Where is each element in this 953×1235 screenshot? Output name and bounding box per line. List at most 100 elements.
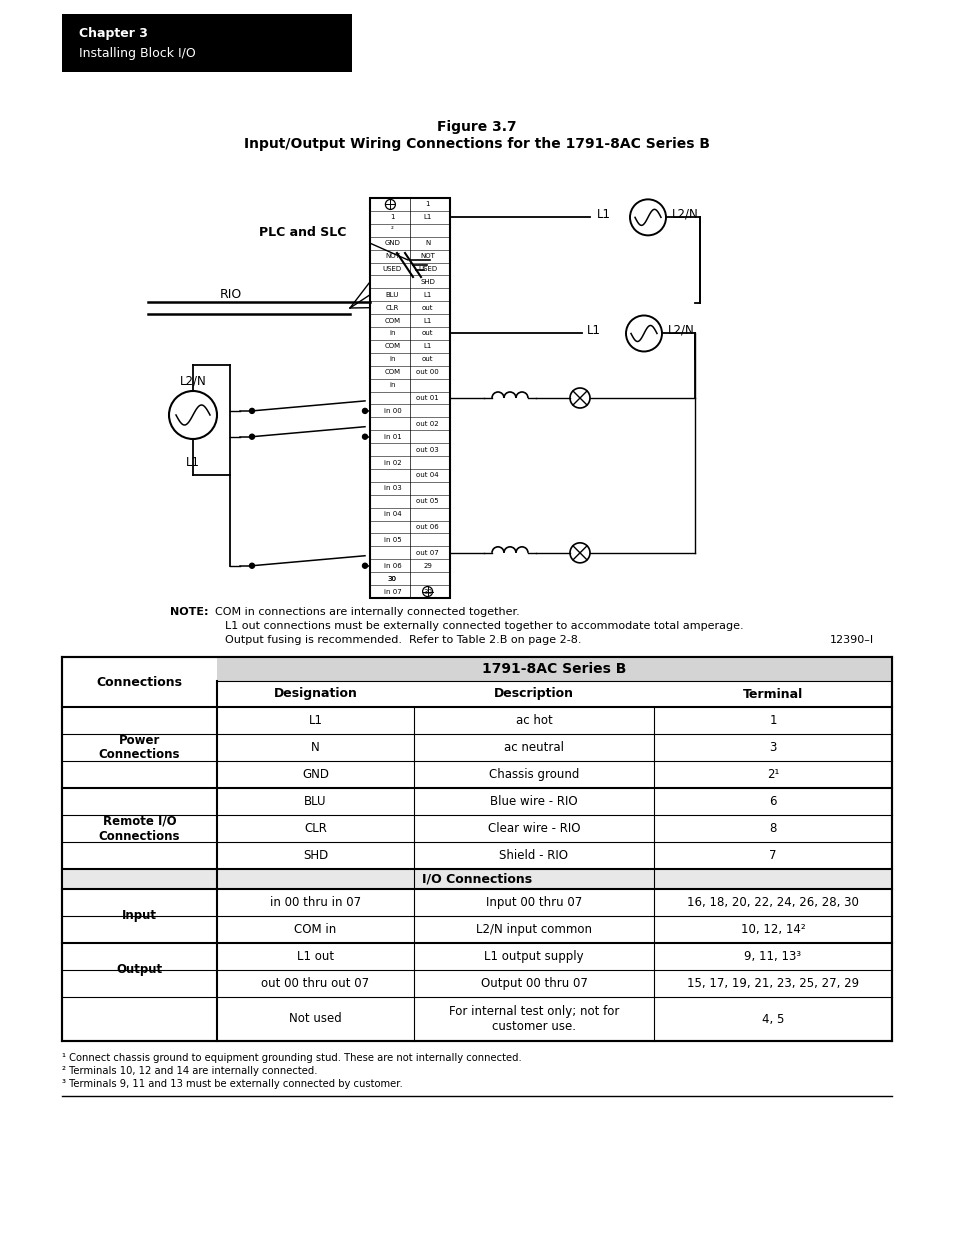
Text: ac hot: ac hot [515,714,552,727]
Text: in 04: in 04 [383,511,401,517]
Text: in 00: in 00 [383,408,401,414]
Text: L1: L1 [423,343,432,350]
Text: Input: Input [122,909,157,923]
Text: in 03: in 03 [383,485,401,492]
Text: ¹ Connect chassis ground to equipment grounding stud. These are not internally c: ¹ Connect chassis ground to equipment gr… [62,1053,521,1063]
Text: out 01: out 01 [416,395,438,401]
Text: out 04: out 04 [416,473,438,478]
Text: COM: COM [384,317,400,324]
Text: out 07: out 07 [416,550,438,556]
Text: 4, 5: 4, 5 [761,1013,783,1025]
Text: CLR: CLR [385,305,398,311]
Text: RIO: RIO [220,289,242,301]
Text: Not used: Not used [289,1013,341,1025]
Text: in 01: in 01 [383,433,401,440]
Text: Shield - RIO: Shield - RIO [499,848,568,862]
Text: 12390–I: 12390–I [829,635,873,645]
Text: Output fusing is recommended.  Refer to Table 2.B on page 2-8.: Output fusing is recommended. Refer to T… [225,635,581,645]
Text: N: N [311,741,319,755]
Text: 15, 17, 19, 21, 23, 25, 27, 29: 15, 17, 19, 21, 23, 25, 27, 29 [686,977,858,990]
Text: For internal test only; not for
customer use.: For internal test only; not for customer… [448,1005,618,1032]
Text: in 00 thru in 07: in 00 thru in 07 [270,897,360,909]
Text: Description: Description [494,688,574,700]
Text: BLU: BLU [385,291,398,298]
Text: Chapter 3: Chapter 3 [79,26,148,40]
Text: Installing Block I/O: Installing Block I/O [79,47,195,61]
Circle shape [362,409,367,414]
Circle shape [250,435,254,440]
Text: 1791-8AC Series B: 1791-8AC Series B [482,662,626,676]
Text: NOTE:: NOTE: [170,606,209,618]
Text: ²: ² [391,227,394,233]
Text: 8: 8 [768,823,776,835]
Text: 1: 1 [425,201,430,207]
Bar [62,14,352,72]
Text: L1: L1 [308,714,322,727]
Text: I/O Connections: I/O Connections [421,872,532,885]
Text: 7: 7 [768,848,776,862]
Text: NOT: NOT [419,253,435,259]
Bar [62,657,891,1041]
Text: Connections: Connections [96,676,182,688]
Text: Terminal: Terminal [742,688,802,700]
Circle shape [362,563,367,568]
Text: Output: Output [116,963,162,977]
Text: 9, 11, 13³: 9, 11, 13³ [743,950,801,963]
Text: in 06: in 06 [383,563,401,569]
Text: 29: 29 [423,563,432,569]
Text: out 02: out 02 [416,421,438,427]
Text: L1 output supply: L1 output supply [484,950,583,963]
Text: L2/N input common: L2/N input common [476,923,592,936]
Text: out: out [421,356,433,362]
Text: N: N [424,240,430,246]
Text: Figure 3.7: Figure 3.7 [436,120,517,135]
Text: out 03: out 03 [416,447,438,452]
Text: GND: GND [302,768,329,781]
Text: 30: 30 [388,576,396,582]
Text: in 05: in 05 [383,537,401,543]
Text: 3: 3 [768,741,776,755]
Text: Designation: Designation [274,688,357,700]
Text: out 00: out 00 [416,369,438,375]
Text: Input/Output Wiring Connections for the 1791-8AC Series B: Input/Output Wiring Connections for the … [244,137,709,151]
Text: COM in connections are internally connected together.: COM in connections are internally connec… [214,606,519,618]
Text: NOT: NOT [385,253,399,259]
Text: ³ Terminals 9, 11 and 13 must be externally connected by customer.: ³ Terminals 9, 11 and 13 must be externa… [62,1079,402,1089]
Text: out 06: out 06 [416,524,438,530]
Text: ² Terminals 10, 12 and 14 are internally connected.: ² Terminals 10, 12 and 14 are internally… [62,1066,317,1076]
Text: ac neutral: ac neutral [503,741,563,755]
Text: L1 out: L1 out [296,950,334,963]
Text: L1: L1 [423,215,432,220]
Text: in 07: in 07 [383,589,401,594]
Text: 30: 30 [423,589,432,594]
Text: Output 00 thru 07: Output 00 thru 07 [480,977,587,990]
Text: Clear wire - RIO: Clear wire - RIO [487,823,579,835]
Circle shape [362,435,367,440]
Text: 2¹: 2¹ [766,768,779,781]
Text: 10, 12, 14²: 10, 12, 14² [740,923,804,936]
Text: L1 out connections must be externally connected together to accommodate total am: L1 out connections must be externally co… [225,621,742,631]
Text: L2/N: L2/N [671,207,698,221]
Text: in: in [389,356,395,362]
Text: SHD: SHD [419,279,435,285]
Text: SHD: SHD [302,848,328,862]
Text: BLU: BLU [304,795,327,808]
Text: L1: L1 [423,291,432,298]
Text: out: out [421,305,433,311]
Text: 30: 30 [388,576,396,582]
Text: in 02: in 02 [383,459,401,466]
Text: 16, 18, 20, 22, 24, 26, 28, 30: 16, 18, 20, 22, 24, 26, 28, 30 [686,897,858,909]
Text: USED: USED [382,266,401,272]
Bar [216,657,891,680]
Bar [62,869,891,889]
Text: L1: L1 [423,317,432,324]
Circle shape [250,409,254,414]
Text: CLR: CLR [304,823,327,835]
Bar [370,198,450,598]
Text: L2/N: L2/N [179,374,206,388]
Text: COM: COM [384,343,400,350]
Text: L1: L1 [186,456,200,468]
Text: 1: 1 [768,714,776,727]
Text: in: in [389,382,395,388]
Text: L1: L1 [586,324,600,337]
